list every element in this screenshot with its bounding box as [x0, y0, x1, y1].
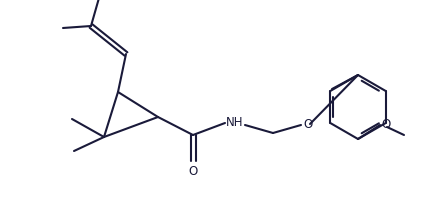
- Text: NH: NH: [226, 116, 244, 129]
- Text: O: O: [303, 118, 312, 131]
- Text: O: O: [188, 164, 198, 177]
- Text: O: O: [381, 118, 390, 131]
